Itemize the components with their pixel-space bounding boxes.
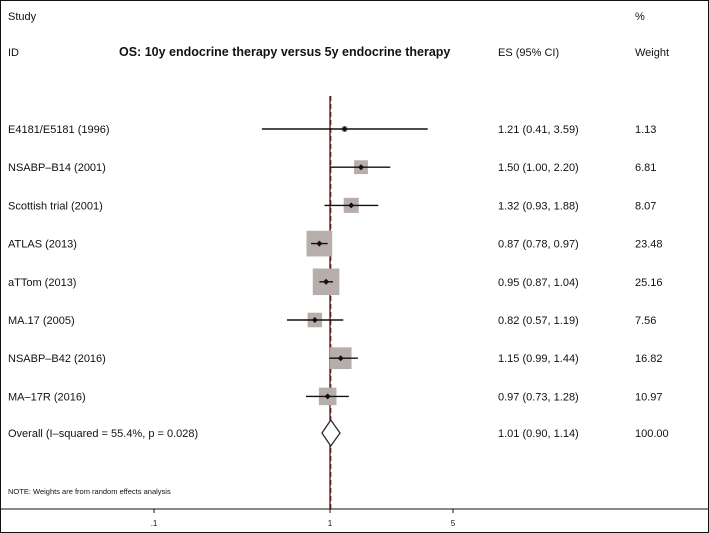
study-label: Scottish trial (2001) <box>8 200 103 212</box>
weight-header: Weight <box>635 47 669 59</box>
overall-weight: 100.00 <box>635 428 669 440</box>
study-label: ATLAS (2013) <box>8 239 77 251</box>
study-weight: 25.16 <box>635 277 663 289</box>
study-row: ATLAS (2013) 0.87 (0.78, 0.97) 23.48 <box>8 231 663 257</box>
study-row: NSABP–B42 (2016) 1.15 (0.99, 1.44) 16.82 <box>8 347 663 369</box>
study-label: MA.17 (2005) <box>8 315 75 327</box>
x-tick-label: 5 <box>451 519 456 528</box>
study-es: 0.95 (0.87, 1.04) <box>498 277 579 289</box>
x-tick-label: 1 <box>328 519 333 528</box>
study-es: 1.50 (1.00, 2.20) <box>498 162 579 174</box>
overall-es: 1.01 (0.90, 1.14) <box>498 428 579 440</box>
study-row: E4181/E5181 (1996) 1.21 (0.41, 3.59) 1.13 <box>8 124 656 136</box>
x-axis-ticks: .1 1 5 <box>151 509 456 528</box>
study-weight: 6.81 <box>635 162 656 174</box>
study-weight: 7.56 <box>635 315 656 327</box>
study-row: aTTom (2013) 0.95 (0.87, 1.04) 25.16 <box>8 269 663 296</box>
x-tick-label: .1 <box>151 519 158 528</box>
study-weight: 23.48 <box>635 239 663 251</box>
study-row: MA.17 (2005) 0.82 (0.57, 1.19) 7.56 <box>8 313 656 328</box>
study-label: NSABP–B14 (2001) <box>8 162 106 174</box>
study-label: aTTom (2013) <box>8 277 76 289</box>
study-es: 0.87 (0.78, 0.97) <box>498 239 579 251</box>
study-row: MA–17R (2016) 0.97 (0.73, 1.28) 10.97 <box>8 388 663 406</box>
study-weight: 1.13 <box>635 124 656 136</box>
overall-label: Overall (I–squared = 55.4%, p = 0.028) <box>8 428 198 440</box>
study-es: 1.32 (0.93, 1.88) <box>498 200 579 212</box>
study-label: E4181/E5181 (1996) <box>8 124 110 136</box>
weights-note: NOTE: Weights are from random effects an… <box>8 487 171 496</box>
study-es: 0.97 (0.73, 1.28) <box>498 391 579 403</box>
study-weight: 16.82 <box>635 353 663 365</box>
study-row: Scottish trial (2001) 1.32 (0.93, 1.88) 8.… <box>8 198 656 213</box>
chart-title: OS: 10y endocrine therapy versus 5y endo… <box>119 45 450 59</box>
weight-header-top: % <box>635 11 645 23</box>
study-weight: 8.07 <box>635 200 656 212</box>
study-label: MA–17R (2016) <box>8 391 86 403</box>
es-header: ES (95% CI) <box>498 47 559 59</box>
study-es: 1.21 (0.41, 3.59) <box>498 124 579 136</box>
study-rows: E4181/E5181 (1996) 1.21 (0.41, 3.59) 1.13 N… <box>8 124 663 405</box>
study-es: 0.82 (0.57, 1.19) <box>498 315 579 327</box>
study-label: NSABP–B42 (2016) <box>8 353 106 365</box>
study-header: ID <box>8 47 19 59</box>
study-row: NSABP–B14 (2001) 1.50 (1.00, 2.20) 6.81 <box>8 160 656 174</box>
study-header-top: Study <box>8 11 37 23</box>
study-weight: 10.97 <box>635 391 663 403</box>
study-es: 1.15 (0.99, 1.44) <box>498 353 579 365</box>
overall-diamond <box>322 420 340 446</box>
